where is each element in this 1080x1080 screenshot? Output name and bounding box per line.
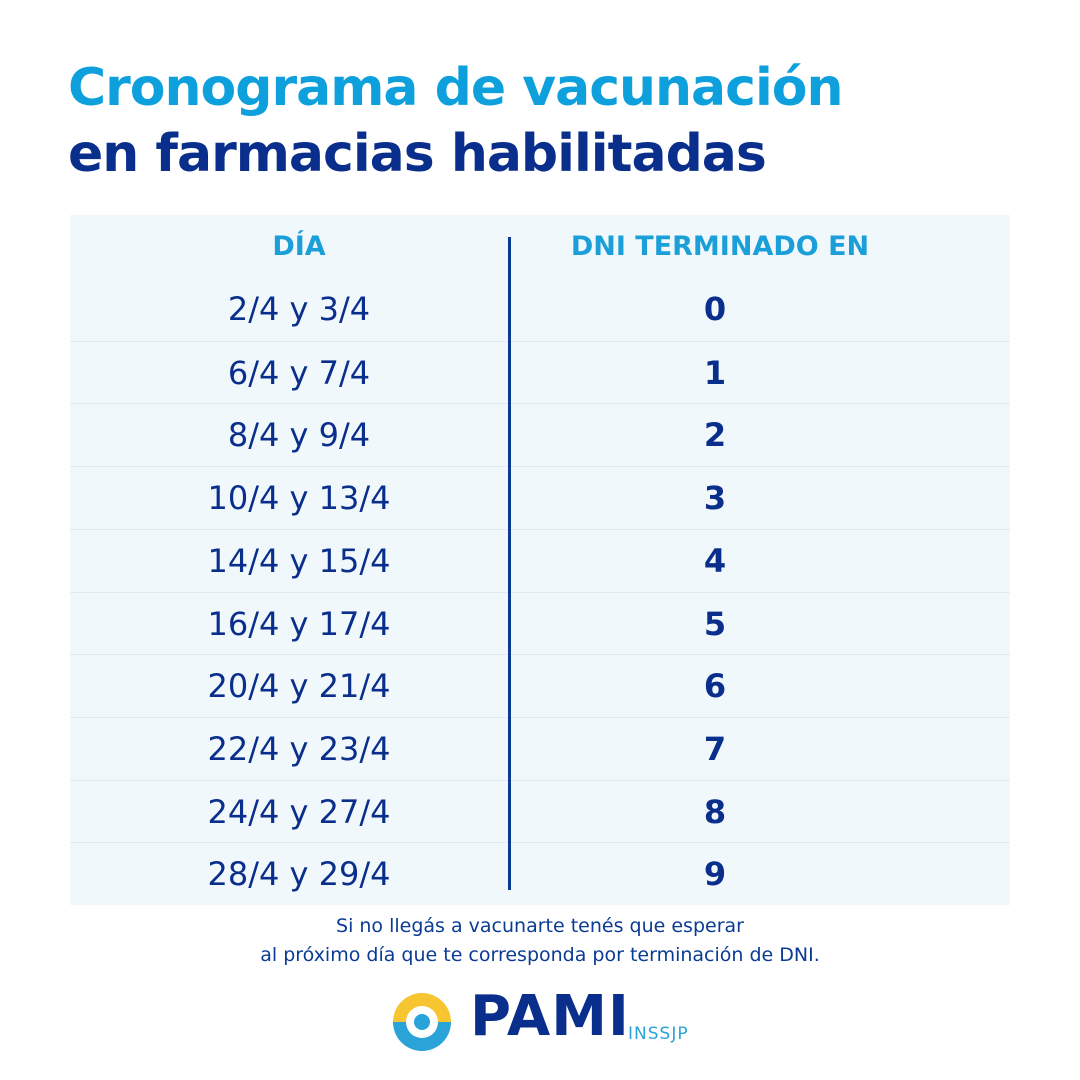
table-row: 24/4 y 27/4 8 [70, 779, 1010, 843]
table-row: 6/4 y 7/4 1 [70, 340, 1010, 404]
dni-cell: 8 [703, 792, 727, 831]
table-row: 16/4 y 17/4 5 [70, 591, 1010, 655]
table-row: 28/4 y 29/4 9 [70, 842, 1010, 905]
day-cell: 24/4 y 27/4 [207, 792, 391, 831]
dni-cell: 5 [703, 604, 727, 643]
day-cell: 8/4 y 9/4 [227, 416, 371, 455]
dni-cell: 9 [703, 855, 727, 894]
dni-cell: 6 [703, 667, 727, 706]
day-cell: 2/4 y 3/4 [227, 290, 371, 328]
table-row: 22/4 y 23/4 7 [70, 716, 1010, 780]
footnote-line-2: al próximo día que te corresponda por te… [260, 944, 820, 966]
footnote-line-1: Si no llegás a vacunarte tenés que esper… [336, 915, 744, 937]
dni-cell: 2 [703, 416, 727, 455]
title-line-2: en farmacias habilitadas [68, 124, 767, 184]
logo-text: PAMI [470, 984, 630, 1049]
table-row: 8/4 y 9/4 2 [70, 403, 1010, 466]
day-cell: 10/4 y 13/4 [207, 479, 391, 518]
day-cell: 22/4 y 23/4 [207, 729, 391, 768]
table-row: 2/4 y 3/4 0 [70, 278, 1010, 340]
dni-cell: 0 [703, 290, 727, 328]
day-cell: 20/4 y 21/4 [207, 667, 391, 706]
day-cell: 14/4 y 15/4 [207, 541, 391, 580]
column-divider [508, 237, 511, 890]
day-cell: 28/4 y 29/4 [207, 855, 391, 894]
title-line-1: Cronograma de vacunación [68, 58, 844, 118]
schedule-table: DÍA DNI TERMINADO EN 2/4 y 3/4 0 6/4 y 7/4… [70, 215, 1010, 905]
header-day: DÍA [272, 231, 326, 262]
day-cell: 6/4 y 7/4 [227, 353, 371, 392]
day-cell: 16/4 y 17/4 [207, 604, 391, 643]
pami-logo: PAMI INSSJP [390, 984, 710, 1054]
table-row: 20/4 y 21/4 6 [70, 654, 1010, 717]
table-row: 10/4 y 13/4 3 [70, 466, 1010, 529]
dni-cell: 7 [703, 729, 727, 768]
dni-cell: 3 [703, 479, 727, 518]
footnote: Si no llegás a vacunarte tenés que esper… [0, 912, 1080, 970]
logo-subtext: INSSJP [628, 1024, 689, 1044]
dni-cell: 1 [703, 353, 727, 392]
pami-circle-icon [393, 993, 451, 1051]
header-dni: DNI TERMINADO EN [570, 231, 870, 262]
dni-cell: 4 [703, 541, 727, 580]
table-row: 14/4 y 15/4 4 [70, 528, 1010, 592]
